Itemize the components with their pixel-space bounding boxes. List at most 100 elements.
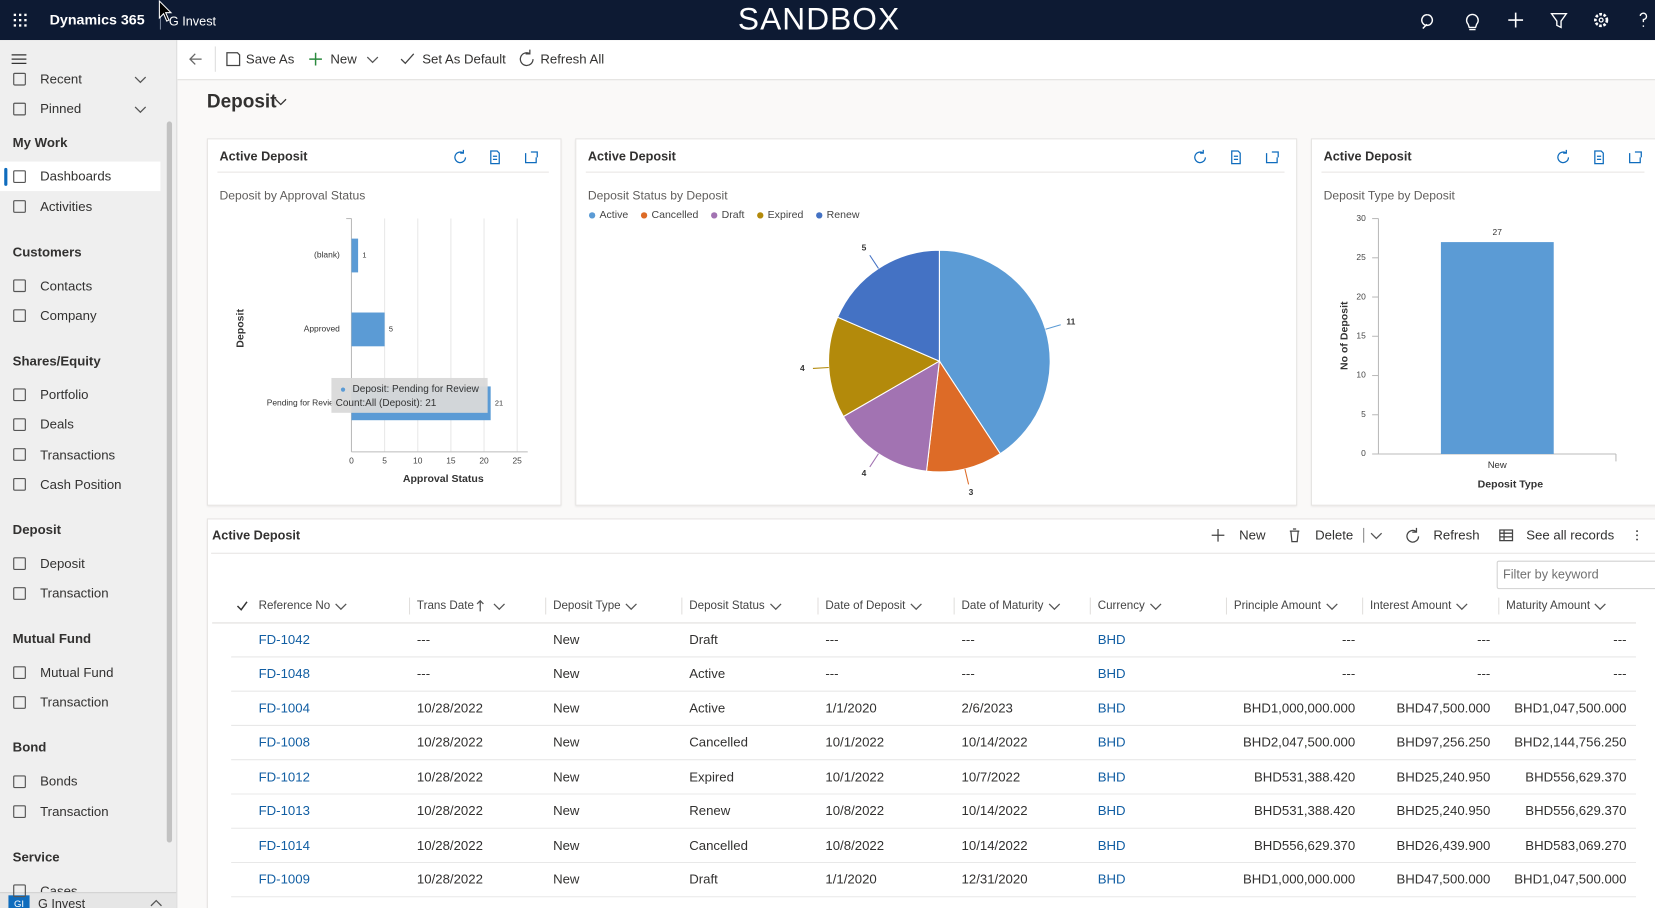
nav-item[interactable]: Deals [40,417,74,433]
footer-area[interactable]: G Invest [37,896,86,908]
grid-cell: BHD47,500.000 [1396,872,1491,888]
grid-cell: 10/7/2022 [961,769,1021,785]
grid-command[interactable]: Refresh [1433,527,1480,543]
grid-link[interactable]: BHD [1097,735,1126,750]
grid-cell: BHD97,256.250 [1396,735,1491,750]
nav-item[interactable]: Transaction [40,586,109,601]
nav-heading: Bond [12,740,47,756]
nav-item[interactable]: Activities [40,199,93,214]
nav-item[interactable]: Transaction [40,804,109,819]
nav-item[interactable]: Cash Position [40,477,122,492]
grid-cell: BHD1,047,500.000 [1514,700,1627,716]
grid-cell: 10/1/2022 [825,735,885,750]
column-header[interactable]: Trans Date [416,599,474,613]
column-header[interactable]: Date of Maturity [961,599,1044,613]
grid-cell: BHD25,240.950 [1396,803,1491,819]
sidebar-footer[interactable] [0,892,177,908]
nav-item[interactable]: Portfolio [40,387,89,403]
grid-link[interactable]: FD-1042 [258,632,310,648]
grid-card [206,518,1655,908]
grid-cell: BHD1,047,500.000 [1514,872,1627,888]
dashboard-title[interactable]: Deposit [206,90,277,112]
grid-link[interactable]: FD-1012 [258,769,310,785]
nav-item[interactable]: Recent [40,71,82,87]
nav-item[interactable]: Dashboards [40,169,112,185]
app-name[interactable]: Dynamics 365 [49,11,145,28]
grid-cell: 1/1/2020 [825,700,877,716]
grid-cell: 10/14/2022 [961,803,1028,819]
grid-cell: 1/1/2020 [825,872,877,888]
grid-link[interactable]: FD-1004 [258,700,310,716]
grid-cell: BHD556,629.370 [1525,803,1627,819]
nav-selected-bar [4,168,8,187]
grid-cell: --- [961,666,975,682]
top-bar [0,0,1655,41]
grid-link[interactable]: FD-1013 [258,803,310,819]
grid-cell: Draft [689,632,718,648]
grid-cell: BHD2,047,500.000 [1242,735,1356,750]
nav-item[interactable]: Mutual Fund [40,665,114,681]
grid-link[interactable]: BHD [1097,769,1126,785]
column-header[interactable]: Reference No [258,599,331,613]
grid-link[interactable]: BHD [1097,837,1126,853]
grid-cell: BHD556,629.370 [1254,837,1356,853]
grid-cell: Expired [689,769,734,785]
footer-badge: GI [8,895,30,908]
grid-cell: BHD583,069.270 [1525,837,1627,853]
toolbar-button[interactable]: Refresh All [540,51,605,67]
card-title: Active Deposit [1323,148,1412,164]
chart-subtitle: Deposit by Approval Status [219,190,366,203]
grid-link[interactable]: BHD [1097,666,1126,682]
grid-cell: 10/1/2022 [825,769,885,785]
grid-link[interactable]: BHD [1097,872,1126,888]
grid-cell: --- [1477,632,1491,648]
grid-cell: 10/28/2022 [416,769,483,785]
column-header[interactable]: Currency [1097,599,1145,613]
nav-item[interactable]: Contacts [40,278,93,294]
nav-selected [0,161,161,192]
nav-item[interactable]: Bonds [40,774,78,790]
column-header[interactable]: Deposit Type [553,599,621,613]
column-header[interactable]: Date of Deposit [825,599,906,613]
toolbar-button[interactable]: New [330,51,357,67]
grid-cell: 10/28/2022 [416,700,483,716]
grid-title: Active Deposit [212,527,301,543]
grid-cell: 10/14/2022 [961,735,1028,750]
column-header[interactable]: Principle Amount [1233,599,1321,613]
grid-link[interactable]: FD-1009 [258,872,310,888]
app-area[interactable]: G Invest [168,13,217,29]
grid-command[interactable]: New [1239,527,1266,543]
column-header[interactable]: Deposit Status [689,599,765,613]
grid-cell: 2/6/2023 [961,700,1013,716]
grid-link[interactable]: FD-1014 [258,837,310,853]
nav-item[interactable]: Deposit [40,556,85,571]
environment-banner: SANDBOX [737,2,901,37]
grid-cell: Active [689,666,726,682]
nav-item[interactable]: Transactions [40,447,116,462]
filter-box[interactable] [1496,560,1655,590]
grid-command[interactable]: See all records [1526,527,1615,543]
grid-link[interactable]: FD-1008 [258,735,310,750]
card-title: Active Deposit [219,148,308,164]
grid-cell: BHD2,144,756.250 [1514,735,1627,750]
nav-item[interactable]: Transaction [40,695,109,710]
nav-item[interactable]: Company [40,308,97,323]
nav-item[interactable]: Pinned [40,101,82,117]
grid-command[interactable]: Delete [1315,527,1354,543]
toolbar-button[interactable]: Set As Default [422,51,506,67]
grid-cell: New [553,837,580,853]
grid-link[interactable]: BHD [1097,700,1126,716]
grid-link[interactable]: BHD [1097,803,1126,819]
toolbar-button[interactable]: Save As [245,51,295,67]
grid-cell: BHD26,439.900 [1396,837,1491,853]
grid-cell: BHD531,388.420 [1254,803,1356,819]
nav-heading: Mutual Fund [12,631,92,647]
sidebar-scrollbar [166,121,173,843]
grid-cell: --- [1477,666,1491,682]
grid-link[interactable]: BHD [1097,632,1126,648]
nav-heading: Shares/Equity [12,353,101,369]
column-header[interactable]: Interest Amount [1370,599,1452,613]
grid-link[interactable]: FD-1048 [258,666,310,682]
column-header[interactable]: Maturity Amount [1506,599,1591,613]
